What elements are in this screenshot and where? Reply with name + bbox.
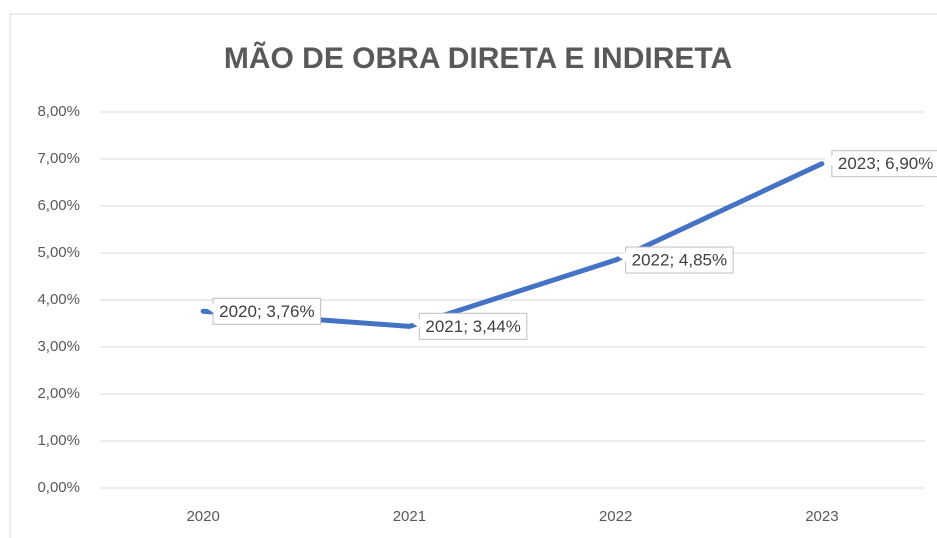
x-tick-label: 2021 [393,508,426,525]
y-tick-label: 5,00% [37,244,80,261]
y-tick-label: 6,00% [37,197,80,214]
data-label: 2020; 3,76% [219,302,314,321]
x-tick-label: 2020 [186,508,219,525]
y-tick-label: 4,00% [37,291,80,308]
y-tick-label: 8,00% [37,103,80,120]
data-label-pointer [617,252,627,263]
data-label: 2021; 3,44% [425,317,520,336]
data-label: 2022; 4,85% [632,251,727,270]
x-tick-label: 2022 [599,508,632,525]
y-tick-label: 1,00% [37,432,80,449]
data-label-box [625,246,734,274]
data-label-box [212,297,322,325]
data-label-pointer [411,318,421,329]
chart-frame [9,13,937,538]
data-label-box [418,312,528,340]
chart-title: MÃO DE OBRA DIRETA E INDIRETA [224,41,732,75]
x-tick-label: 2023 [805,508,838,525]
data-label-pointer [205,303,215,314]
y-tick-label: 3,00% [37,338,80,355]
y-tick-label: 2,00% [37,385,80,402]
data-label-pointer [823,155,833,166]
y-tick-label: 0,00% [37,479,80,496]
data-label: 2023; 6,90% [838,154,933,173]
data-label-box [831,150,937,178]
y-tick-label: 7,00% [37,150,80,167]
